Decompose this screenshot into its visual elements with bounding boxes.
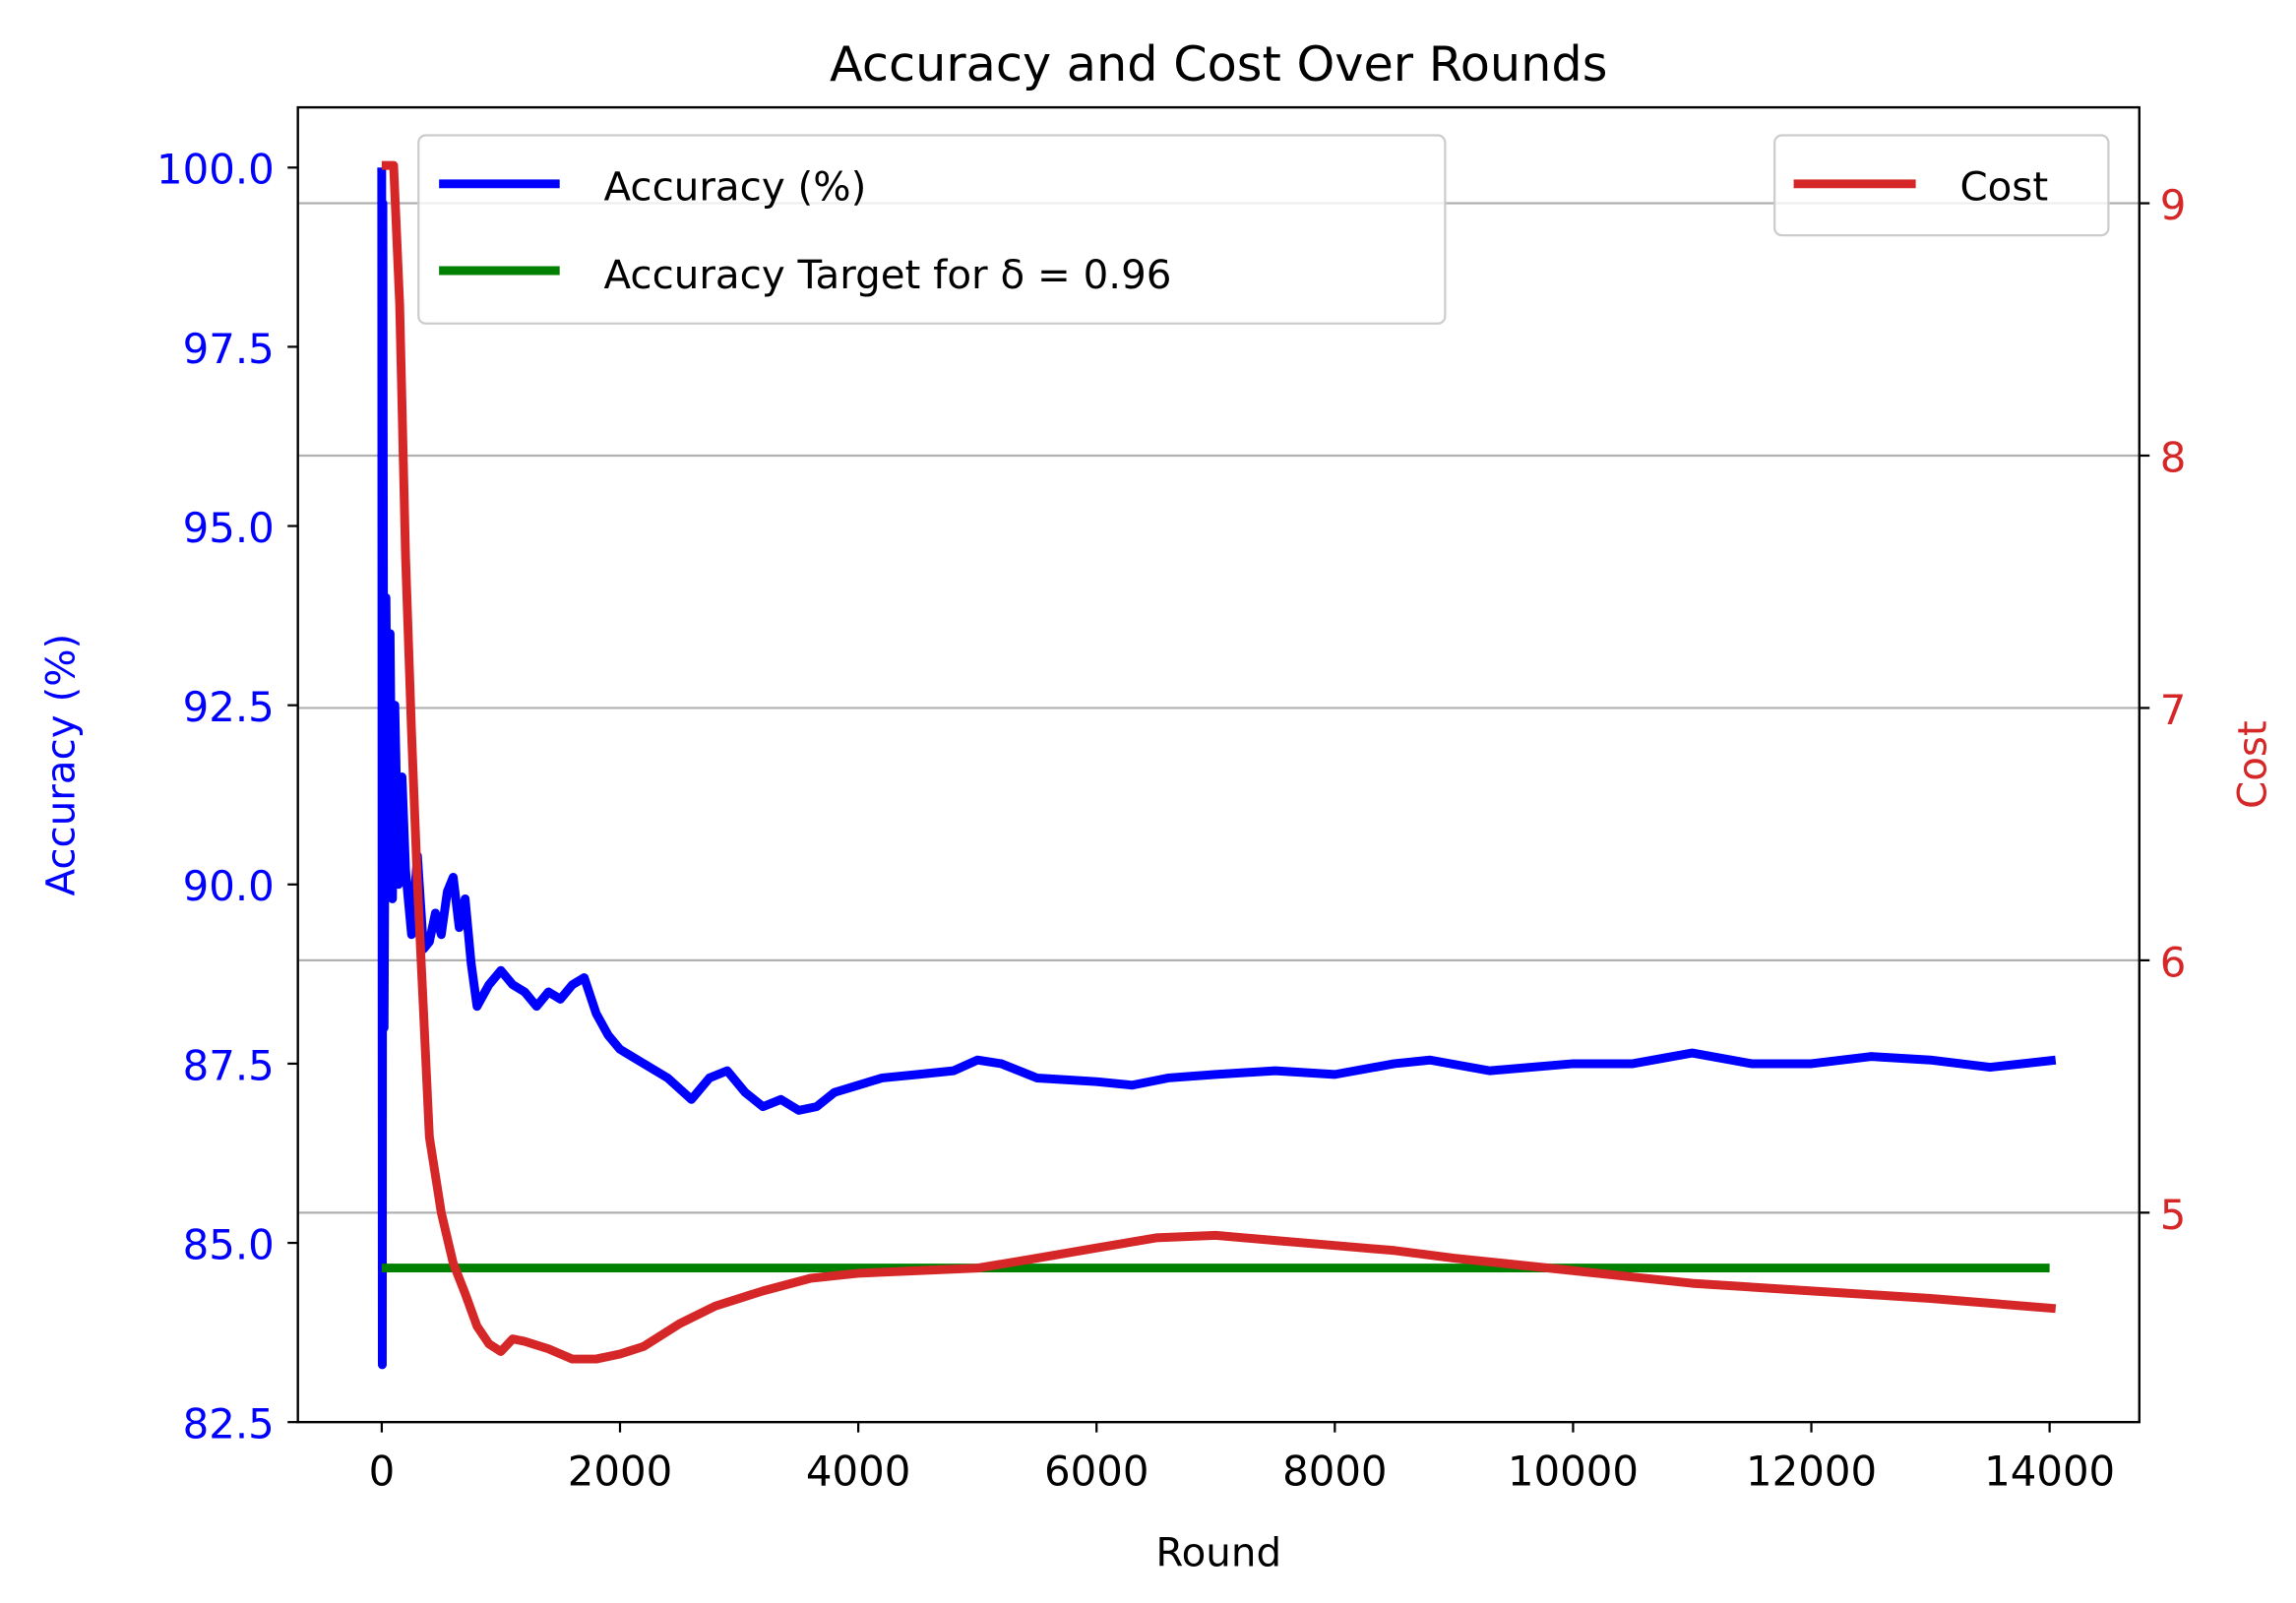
x-tick-label: 12000 (1746, 1447, 1877, 1495)
legend-right-box (1773, 134, 2110, 237)
y-left-tick-label: 100.0 (156, 146, 275, 194)
y-left-tick-label: 92.5 (183, 683, 275, 731)
x-tick-label: 14000 (1984, 1447, 2115, 1495)
y-right-tick-label: 6 (2160, 938, 2187, 986)
x-tick-label: 8000 (1282, 1447, 1387, 1495)
y-left-tick-label: 85.0 (183, 1220, 275, 1268)
cost-line (381, 160, 2057, 1364)
y-left-tick-label: 82.5 (183, 1400, 275, 1449)
y-axis-left-label: Accuracy (%) (38, 634, 85, 896)
y-right-tick-label: 5 (2160, 1191, 2187, 1239)
x-tick-label: 0 (369, 1447, 396, 1495)
axes-frame (296, 105, 2141, 1424)
y-axis-right-label: Cost (2229, 720, 2275, 809)
legend-left: Accuracy (%) Accuracy Target for δ = 0.9… (417, 134, 1447, 325)
y-right-tick-label: 7 (2160, 686, 2187, 734)
y-right-tick-label: 8 (2160, 433, 2187, 481)
legend-label-cost: Cost (1959, 163, 2048, 210)
chart-title: Accuracy and Cost Over Rounds (830, 35, 1607, 92)
y-left-tick-label: 90.0 (183, 862, 275, 910)
x-tick-label: 10000 (1508, 1447, 1639, 1495)
x-tick-label: 6000 (1044, 1447, 1148, 1495)
legend-left-box (417, 134, 1447, 325)
accuracy-line (377, 167, 2057, 1370)
y-left-tick-label: 95.0 (183, 504, 275, 552)
x-axis-label: Round (1155, 1530, 1281, 1576)
y-axis-right: 5 6 7 8 9 (2139, 181, 2187, 1239)
legend-label-target: Accuracy Target for δ = 0.96 (604, 252, 1172, 298)
legend-right: Cost (1773, 134, 2110, 237)
y-axis-left: 82.5 85.0 87.5 90.0 92.5 95.0 97.5 100.0 (156, 146, 298, 1449)
x-axis: 0 2000 4000 6000 8000 10000 12000 14000 (369, 1422, 2115, 1495)
plot-area (377, 160, 2057, 1370)
y-right-tick-label: 9 (2160, 181, 2187, 229)
y-left-tick-label: 87.5 (183, 1041, 275, 1089)
x-tick-label: 4000 (806, 1447, 910, 1495)
legend-label-accuracy: Accuracy (%) (604, 163, 867, 210)
y-left-tick-label: 97.5 (183, 325, 275, 373)
x-tick-label: 2000 (568, 1447, 672, 1495)
